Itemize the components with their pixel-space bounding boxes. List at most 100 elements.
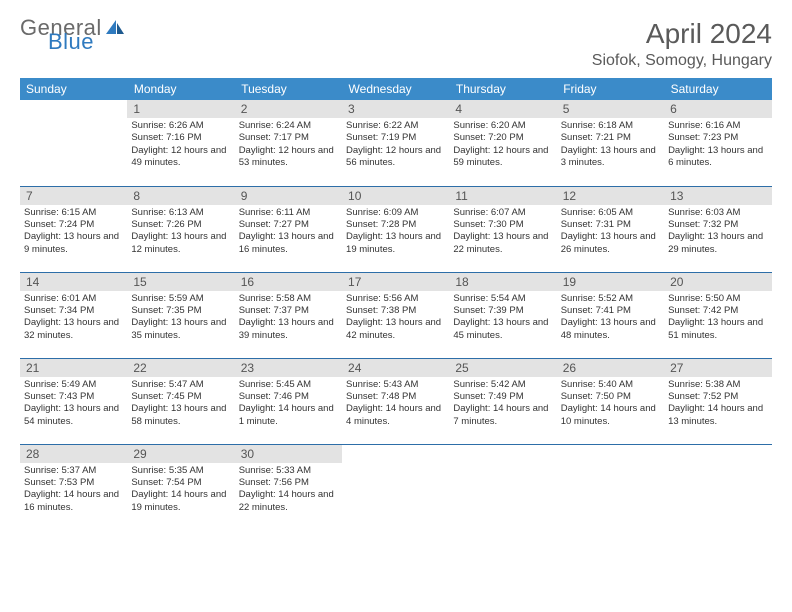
calendar-day-cell: 24Sunrise: 5:43 AMSunset: 7:48 PMDayligh…	[342, 358, 449, 444]
sunset-text: Sunset: 7:32 PM	[668, 219, 767, 231]
calendar-day-cell: 22Sunrise: 5:47 AMSunset: 7:45 PMDayligh…	[127, 358, 234, 444]
calendar-day-cell: 28Sunrise: 5:37 AMSunset: 7:53 PMDayligh…	[20, 444, 127, 530]
calendar-day-cell: 10Sunrise: 6:09 AMSunset: 7:28 PMDayligh…	[342, 186, 449, 272]
weekday-header: Monday	[127, 78, 234, 100]
day-number: 12	[557, 187, 664, 205]
logo-word-2: Blue	[48, 33, 126, 52]
day-number: 10	[342, 187, 449, 205]
day-content: Sunrise: 5:52 AMSunset: 7:41 PMDaylight:…	[557, 291, 664, 346]
calendar-day-cell: 6Sunrise: 6:16 AMSunset: 7:23 PMDaylight…	[664, 100, 771, 186]
day-content: Sunrise: 5:50 AMSunset: 7:42 PMDaylight:…	[664, 291, 771, 346]
daylight-text: Daylight: 13 hours and 22 minutes.	[453, 231, 552, 256]
calendar-table: SundayMondayTuesdayWednesdayThursdayFrid…	[20, 78, 772, 530]
location-text: Siofok, Somogy, Hungary	[592, 52, 772, 70]
sunrise-text: Sunrise: 6:07 AM	[453, 207, 552, 219]
day-content: Sunrise: 6:24 AMSunset: 7:17 PMDaylight:…	[235, 118, 342, 173]
calendar-day-cell	[664, 444, 771, 530]
calendar-day-cell: 14Sunrise: 6:01 AMSunset: 7:34 PMDayligh…	[20, 272, 127, 358]
month-title: April 2024	[592, 18, 772, 50]
sunset-text: Sunset: 7:53 PM	[24, 477, 123, 489]
day-number: 25	[449, 359, 556, 377]
day-content: Sunrise: 6:07 AMSunset: 7:30 PMDaylight:…	[449, 205, 556, 260]
calendar-day-cell: 11Sunrise: 6:07 AMSunset: 7:30 PMDayligh…	[449, 186, 556, 272]
day-content: Sunrise: 6:01 AMSunset: 7:34 PMDaylight:…	[20, 291, 127, 346]
day-number: 29	[127, 445, 234, 463]
sunset-text: Sunset: 7:39 PM	[453, 305, 552, 317]
calendar-day-cell: 26Sunrise: 5:40 AMSunset: 7:50 PMDayligh…	[557, 358, 664, 444]
calendar-week-row: 1Sunrise: 6:26 AMSunset: 7:16 PMDaylight…	[20, 100, 772, 186]
sunset-text: Sunset: 7:45 PM	[131, 391, 230, 403]
sunset-text: Sunset: 7:30 PM	[453, 219, 552, 231]
sunrise-text: Sunrise: 5:58 AM	[239, 293, 338, 305]
calendar-week-row: 28Sunrise: 5:37 AMSunset: 7:53 PMDayligh…	[20, 444, 772, 530]
sunrise-text: Sunrise: 6:22 AM	[346, 120, 445, 132]
weekday-header: Saturday	[664, 78, 771, 100]
day-content: Sunrise: 6:03 AMSunset: 7:32 PMDaylight:…	[664, 205, 771, 260]
sunrise-text: Sunrise: 5:47 AM	[131, 379, 230, 391]
calendar-day-cell: 1Sunrise: 6:26 AMSunset: 7:16 PMDaylight…	[127, 100, 234, 186]
day-content: Sunrise: 6:26 AMSunset: 7:16 PMDaylight:…	[127, 118, 234, 173]
sunrise-text: Sunrise: 5:59 AM	[131, 293, 230, 305]
calendar-day-cell	[557, 444, 664, 530]
sunset-text: Sunset: 7:41 PM	[561, 305, 660, 317]
day-number: 5	[557, 100, 664, 118]
logo-text: General Blue	[20, 18, 126, 51]
day-content: Sunrise: 5:56 AMSunset: 7:38 PMDaylight:…	[342, 291, 449, 346]
daylight-text: Daylight: 13 hours and 45 minutes.	[453, 317, 552, 342]
calendar-day-cell: 23Sunrise: 5:45 AMSunset: 7:46 PMDayligh…	[235, 358, 342, 444]
day-content: Sunrise: 6:15 AMSunset: 7:24 PMDaylight:…	[20, 205, 127, 260]
sunset-text: Sunset: 7:20 PM	[453, 132, 552, 144]
day-number: 14	[20, 273, 127, 291]
day-content: Sunrise: 5:45 AMSunset: 7:46 PMDaylight:…	[235, 377, 342, 432]
sunset-text: Sunset: 7:38 PM	[346, 305, 445, 317]
weekday-header: Thursday	[449, 78, 556, 100]
day-content: Sunrise: 5:42 AMSunset: 7:49 PMDaylight:…	[449, 377, 556, 432]
day-number: 20	[664, 273, 771, 291]
day-number: 21	[20, 359, 127, 377]
calendar-day-cell: 12Sunrise: 6:05 AMSunset: 7:31 PMDayligh…	[557, 186, 664, 272]
daylight-text: Daylight: 13 hours and 6 minutes.	[668, 145, 767, 170]
title-block: April 2024 Siofok, Somogy, Hungary	[592, 18, 772, 70]
calendar-day-cell: 16Sunrise: 5:58 AMSunset: 7:37 PMDayligh…	[235, 272, 342, 358]
calendar-body: 1Sunrise: 6:26 AMSunset: 7:16 PMDaylight…	[20, 100, 772, 530]
day-content: Sunrise: 6:22 AMSunset: 7:19 PMDaylight:…	[342, 118, 449, 173]
day-number: 6	[664, 100, 771, 118]
day-number: 9	[235, 187, 342, 205]
calendar-week-row: 7Sunrise: 6:15 AMSunset: 7:24 PMDaylight…	[20, 186, 772, 272]
day-content: Sunrise: 6:18 AMSunset: 7:21 PMDaylight:…	[557, 118, 664, 173]
sunset-text: Sunset: 7:16 PM	[131, 132, 230, 144]
weekday-header: Wednesday	[342, 78, 449, 100]
sunrise-text: Sunrise: 6:09 AM	[346, 207, 445, 219]
sunrise-text: Sunrise: 5:50 AM	[668, 293, 767, 305]
sunrise-text: Sunrise: 5:52 AM	[561, 293, 660, 305]
sunrise-text: Sunrise: 6:20 AM	[453, 120, 552, 132]
daylight-text: Daylight: 13 hours and 9 minutes.	[24, 231, 123, 256]
day-content: Sunrise: 5:38 AMSunset: 7:52 PMDaylight:…	[664, 377, 771, 432]
sunrise-text: Sunrise: 6:13 AM	[131, 207, 230, 219]
weekday-header: Tuesday	[235, 78, 342, 100]
sunset-text: Sunset: 7:49 PM	[453, 391, 552, 403]
day-content: Sunrise: 5:35 AMSunset: 7:54 PMDaylight:…	[127, 463, 234, 518]
sunrise-text: Sunrise: 6:03 AM	[668, 207, 767, 219]
daylight-text: Daylight: 12 hours and 59 minutes.	[453, 145, 552, 170]
sunrise-text: Sunrise: 5:54 AM	[453, 293, 552, 305]
day-number: 22	[127, 359, 234, 377]
day-number: 27	[664, 359, 771, 377]
calendar-day-cell: 20Sunrise: 5:50 AMSunset: 7:42 PMDayligh…	[664, 272, 771, 358]
daylight-text: Daylight: 13 hours and 19 minutes.	[346, 231, 445, 256]
sunset-text: Sunset: 7:21 PM	[561, 132, 660, 144]
day-content: Sunrise: 5:33 AMSunset: 7:56 PMDaylight:…	[235, 463, 342, 518]
sunrise-text: Sunrise: 6:16 AM	[668, 120, 767, 132]
day-number: 13	[664, 187, 771, 205]
day-number: 11	[449, 187, 556, 205]
daylight-text: Daylight: 13 hours and 35 minutes.	[131, 317, 230, 342]
day-content: Sunrise: 5:47 AMSunset: 7:45 PMDaylight:…	[127, 377, 234, 432]
calendar-day-cell: 5Sunrise: 6:18 AMSunset: 7:21 PMDaylight…	[557, 100, 664, 186]
sunrise-text: Sunrise: 6:24 AM	[239, 120, 338, 132]
sunrise-text: Sunrise: 6:26 AM	[131, 120, 230, 132]
daylight-text: Daylight: 12 hours and 53 minutes.	[239, 145, 338, 170]
daylight-text: Daylight: 14 hours and 4 minutes.	[346, 403, 445, 428]
calendar-day-cell: 25Sunrise: 5:42 AMSunset: 7:49 PMDayligh…	[449, 358, 556, 444]
daylight-text: Daylight: 13 hours and 29 minutes.	[668, 231, 767, 256]
daylight-text: Daylight: 13 hours and 26 minutes.	[561, 231, 660, 256]
